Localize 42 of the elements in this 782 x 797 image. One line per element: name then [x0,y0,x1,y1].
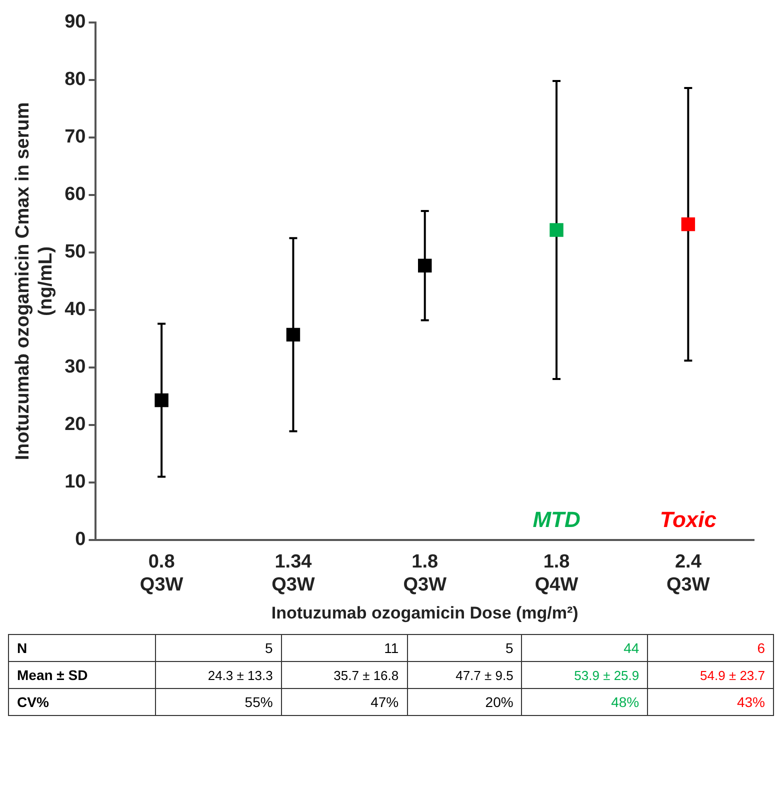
point [681,217,696,232]
point [286,328,300,342]
text: N [8,634,156,662]
x-axis-title: Inotuzumab ozogamicin Dose (mg/m²) [271,603,578,622]
y-tick-label: 20 [64,414,86,436]
text: 53.9 ± 25.9 [522,662,648,688]
y-tick-label: 70 [64,126,86,148]
point [418,258,432,273]
text: 47% [281,688,408,716]
x-tick-label: 1.8 Q4W [534,552,578,596]
text: 44 [522,634,648,662]
x-tick-label: 1.8 Q3W [403,552,447,596]
point [154,393,168,408]
text: 24.3 ± 13.3 [156,662,282,688]
y-tick-label: 90 [64,12,86,33]
text: 5 [156,634,282,662]
text: 35.7 ± 16.8 [281,662,408,688]
text: CV% [8,688,156,716]
text: 55% [156,688,282,716]
x-tick-label: 2.4 Q3W [666,552,710,596]
text: 47.7 ± 9.5 [407,662,522,688]
y-tick-label: 50 [64,242,86,263]
point [550,223,564,237]
text: 5 [407,634,522,662]
text: Mean ± SD [8,662,156,688]
x-tick-label: 0.8 Q3W [140,552,184,596]
text: 20% [407,688,522,716]
y-tick-label: 10 [64,472,86,493]
y-tick-label: 0 [75,529,86,550]
text: 54.9 ± 23.7 [648,662,774,688]
y-tick-label: 40 [64,299,86,320]
text: 43% [648,688,774,716]
text: 48% [522,688,648,716]
y-axis-title: Inotuzumab ozogamicin Cmax in serum (ng/mL) [12,102,56,460]
y-tick-label: 30 [64,356,86,378]
y-tick-label: 60 [64,184,86,206]
annotation: MTD [532,507,580,532]
text: 11 [281,634,408,662]
x-tick-label: 1.34 Q3W [272,552,315,596]
y-tick-label: 80 [64,69,86,90]
annotation: Toxic [660,507,716,532]
text: 6 [648,634,774,662]
